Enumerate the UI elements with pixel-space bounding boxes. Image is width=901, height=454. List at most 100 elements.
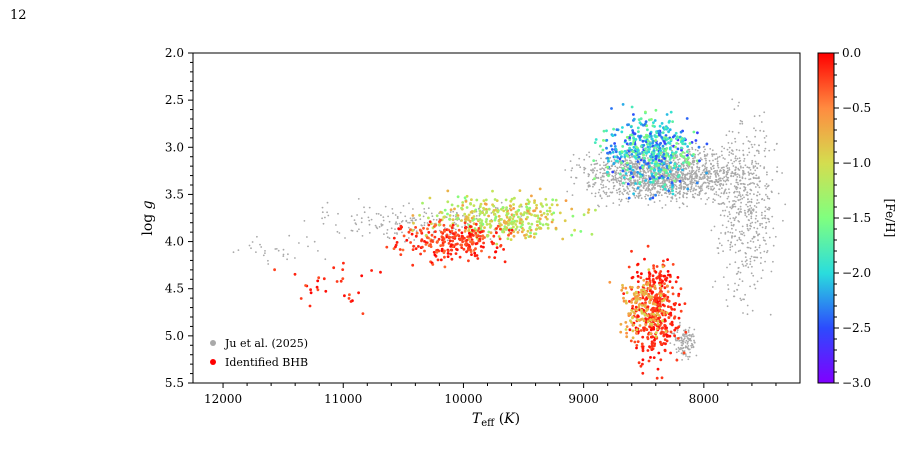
data-point bbox=[753, 193, 755, 196]
y-tick-label: 3.0 bbox=[165, 140, 184, 154]
data-point bbox=[659, 188, 662, 191]
data-point bbox=[479, 224, 482, 228]
data-point bbox=[599, 194, 602, 197]
data-point bbox=[618, 187, 621, 190]
data-point bbox=[460, 231, 464, 235]
data-point bbox=[629, 142, 632, 145]
data-point bbox=[639, 175, 643, 178]
data-point bbox=[722, 157, 725, 159]
data-point bbox=[634, 196, 637, 199]
data-point bbox=[746, 205, 749, 208]
data-point bbox=[608, 280, 612, 284]
data-point bbox=[764, 227, 767, 230]
data-point bbox=[717, 181, 720, 184]
data-point bbox=[644, 179, 648, 182]
data-point bbox=[669, 184, 671, 187]
data-point bbox=[738, 101, 740, 104]
data-point bbox=[335, 280, 339, 283]
data-point bbox=[664, 149, 668, 152]
data-point bbox=[548, 206, 552, 210]
data-point bbox=[622, 193, 625, 196]
data-point bbox=[642, 293, 646, 297]
data-point bbox=[392, 212, 394, 215]
data-point bbox=[675, 156, 678, 159]
data-point bbox=[599, 164, 601, 167]
data-point bbox=[689, 180, 692, 183]
data-point bbox=[764, 155, 767, 158]
data-point bbox=[456, 204, 460, 208]
data-point bbox=[378, 226, 381, 228]
data-point bbox=[573, 228, 576, 232]
data-point bbox=[674, 338, 677, 341]
data-point bbox=[400, 221, 403, 223]
data-point bbox=[704, 192, 707, 195]
data-point bbox=[679, 348, 681, 351]
data-point bbox=[651, 124, 655, 128]
data-point bbox=[685, 117, 689, 120]
data-point bbox=[613, 133, 617, 137]
data-point bbox=[697, 185, 700, 188]
data-point bbox=[651, 183, 654, 186]
data-point bbox=[644, 182, 647, 185]
data-point bbox=[634, 162, 637, 165]
data-point bbox=[608, 150, 612, 154]
data-point bbox=[685, 160, 688, 164]
data-point bbox=[691, 179, 693, 182]
data-point bbox=[631, 175, 635, 179]
data-point bbox=[326, 211, 328, 214]
data-point bbox=[703, 155, 706, 158]
data-point bbox=[664, 169, 668, 172]
data-point bbox=[671, 135, 675, 139]
data-point bbox=[525, 205, 528, 209]
data-point bbox=[357, 291, 360, 295]
data-point bbox=[478, 207, 481, 210]
data-point bbox=[690, 339, 692, 342]
data-point bbox=[614, 150, 618, 154]
data-point bbox=[480, 219, 484, 223]
data-point bbox=[533, 199, 536, 203]
data-point bbox=[694, 176, 697, 178]
data-point bbox=[639, 170, 642, 173]
data-point bbox=[745, 259, 748, 262]
data-point bbox=[647, 148, 650, 151]
y-tick-label: 5.5 bbox=[165, 376, 184, 390]
data-point bbox=[662, 331, 665, 335]
data-point bbox=[427, 216, 430, 220]
data-point bbox=[673, 156, 676, 160]
data-point bbox=[412, 217, 414, 220]
data-point bbox=[684, 181, 687, 184]
data-point bbox=[693, 187, 695, 190]
data-point bbox=[684, 335, 686, 338]
data-point bbox=[251, 241, 254, 243]
data-point bbox=[644, 110, 647, 114]
data-point bbox=[729, 246, 732, 249]
data-point bbox=[396, 232, 398, 234]
data-point bbox=[642, 160, 646, 164]
data-point bbox=[684, 183, 687, 186]
data-point bbox=[682, 165, 685, 168]
data-point bbox=[713, 193, 716, 195]
data-point bbox=[593, 177, 596, 181]
data-point bbox=[744, 164, 747, 167]
data-point bbox=[713, 187, 716, 190]
data-point bbox=[669, 110, 673, 114]
data-point bbox=[612, 181, 615, 184]
data-point bbox=[758, 186, 761, 189]
data-point bbox=[655, 376, 659, 380]
data-point bbox=[299, 297, 303, 300]
data-point bbox=[545, 203, 548, 207]
data-point bbox=[665, 113, 669, 116]
data-point bbox=[677, 142, 680, 145]
data-point bbox=[602, 175, 605, 178]
data-point bbox=[737, 208, 740, 211]
data-point bbox=[730, 142, 733, 145]
data-point bbox=[679, 192, 681, 195]
data-point bbox=[636, 340, 640, 343]
data-point bbox=[676, 337, 680, 340]
data-point bbox=[749, 183, 751, 185]
data-point bbox=[667, 160, 669, 163]
data-point bbox=[666, 258, 669, 261]
data-point bbox=[635, 296, 639, 300]
data-point bbox=[287, 253, 289, 256]
data-point bbox=[508, 204, 512, 208]
